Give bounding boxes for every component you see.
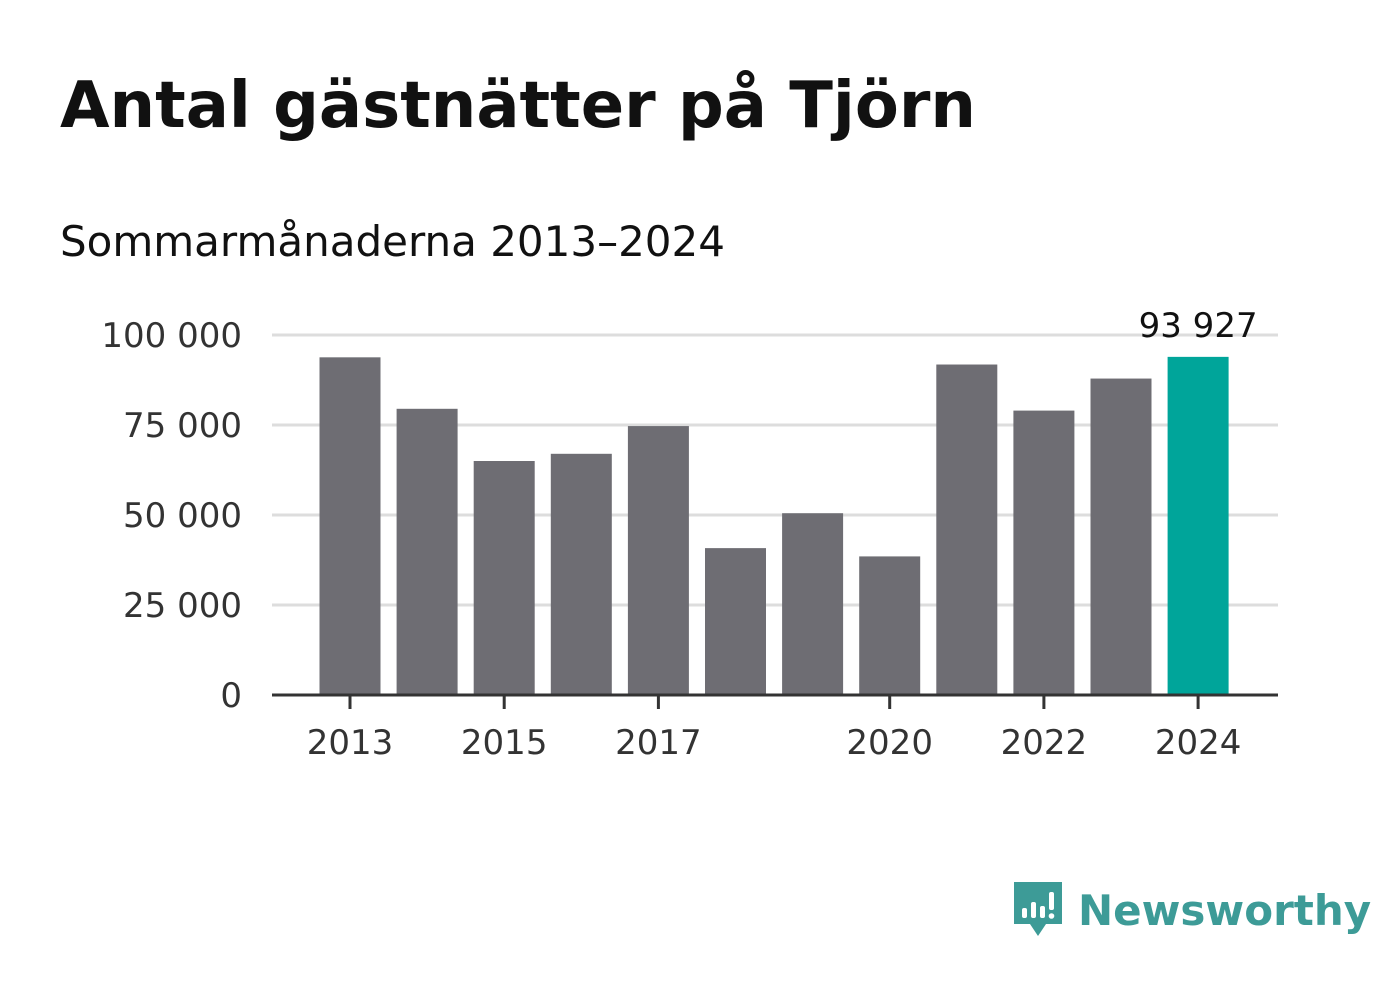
bar-2013 bbox=[319, 357, 381, 695]
brand-logo: Newsworthy bbox=[1010, 878, 1371, 942]
y-tick-label: 25 000 bbox=[123, 586, 242, 626]
bar-2021 bbox=[936, 364, 998, 695]
brand-name: Newsworthy bbox=[1078, 885, 1372, 935]
newsworthy-logo-icon bbox=[1014, 882, 1062, 936]
chart-subtitle: Sommarmånaderna 2013–2024 bbox=[60, 217, 725, 266]
bar-2018 bbox=[705, 548, 766, 695]
x-tick-label: 2015 bbox=[461, 723, 548, 763]
x-tick-label: 2017 bbox=[615, 723, 702, 763]
bar-2017 bbox=[627, 426, 689, 695]
bar-2014 bbox=[396, 408, 458, 695]
x-tick-label: 2013 bbox=[307, 723, 394, 763]
data-label: 93 927 bbox=[1139, 306, 1258, 346]
x-tick-label: 2024 bbox=[1155, 723, 1242, 763]
x-tick-label: 2022 bbox=[1001, 723, 1088, 763]
bar-2020 bbox=[859, 556, 921, 695]
data-labels: 93 927 bbox=[1139, 306, 1258, 346]
bar-2022 bbox=[1013, 410, 1075, 695]
chart-title: Antal gästnätter på Tjörn bbox=[60, 69, 976, 143]
y-tick-label: 100 000 bbox=[101, 316, 242, 356]
y-tick-label: 50 000 bbox=[123, 496, 242, 536]
axes: 0 25 000 50 000 75 000 100 000 2013 2015 2017 20… bbox=[101, 316, 1278, 763]
bar-2024 bbox=[1167, 356, 1229, 695]
y-tick-label: 0 bbox=[220, 676, 242, 716]
x-tick-label: 2020 bbox=[846, 723, 933, 763]
bars bbox=[319, 356, 1229, 695]
bar-2016 bbox=[550, 453, 612, 695]
bar-2023 bbox=[1090, 378, 1152, 695]
bar-2015 bbox=[473, 461, 535, 695]
y-tick-label: 75 000 bbox=[123, 406, 242, 446]
bar-2019 bbox=[782, 513, 844, 695]
